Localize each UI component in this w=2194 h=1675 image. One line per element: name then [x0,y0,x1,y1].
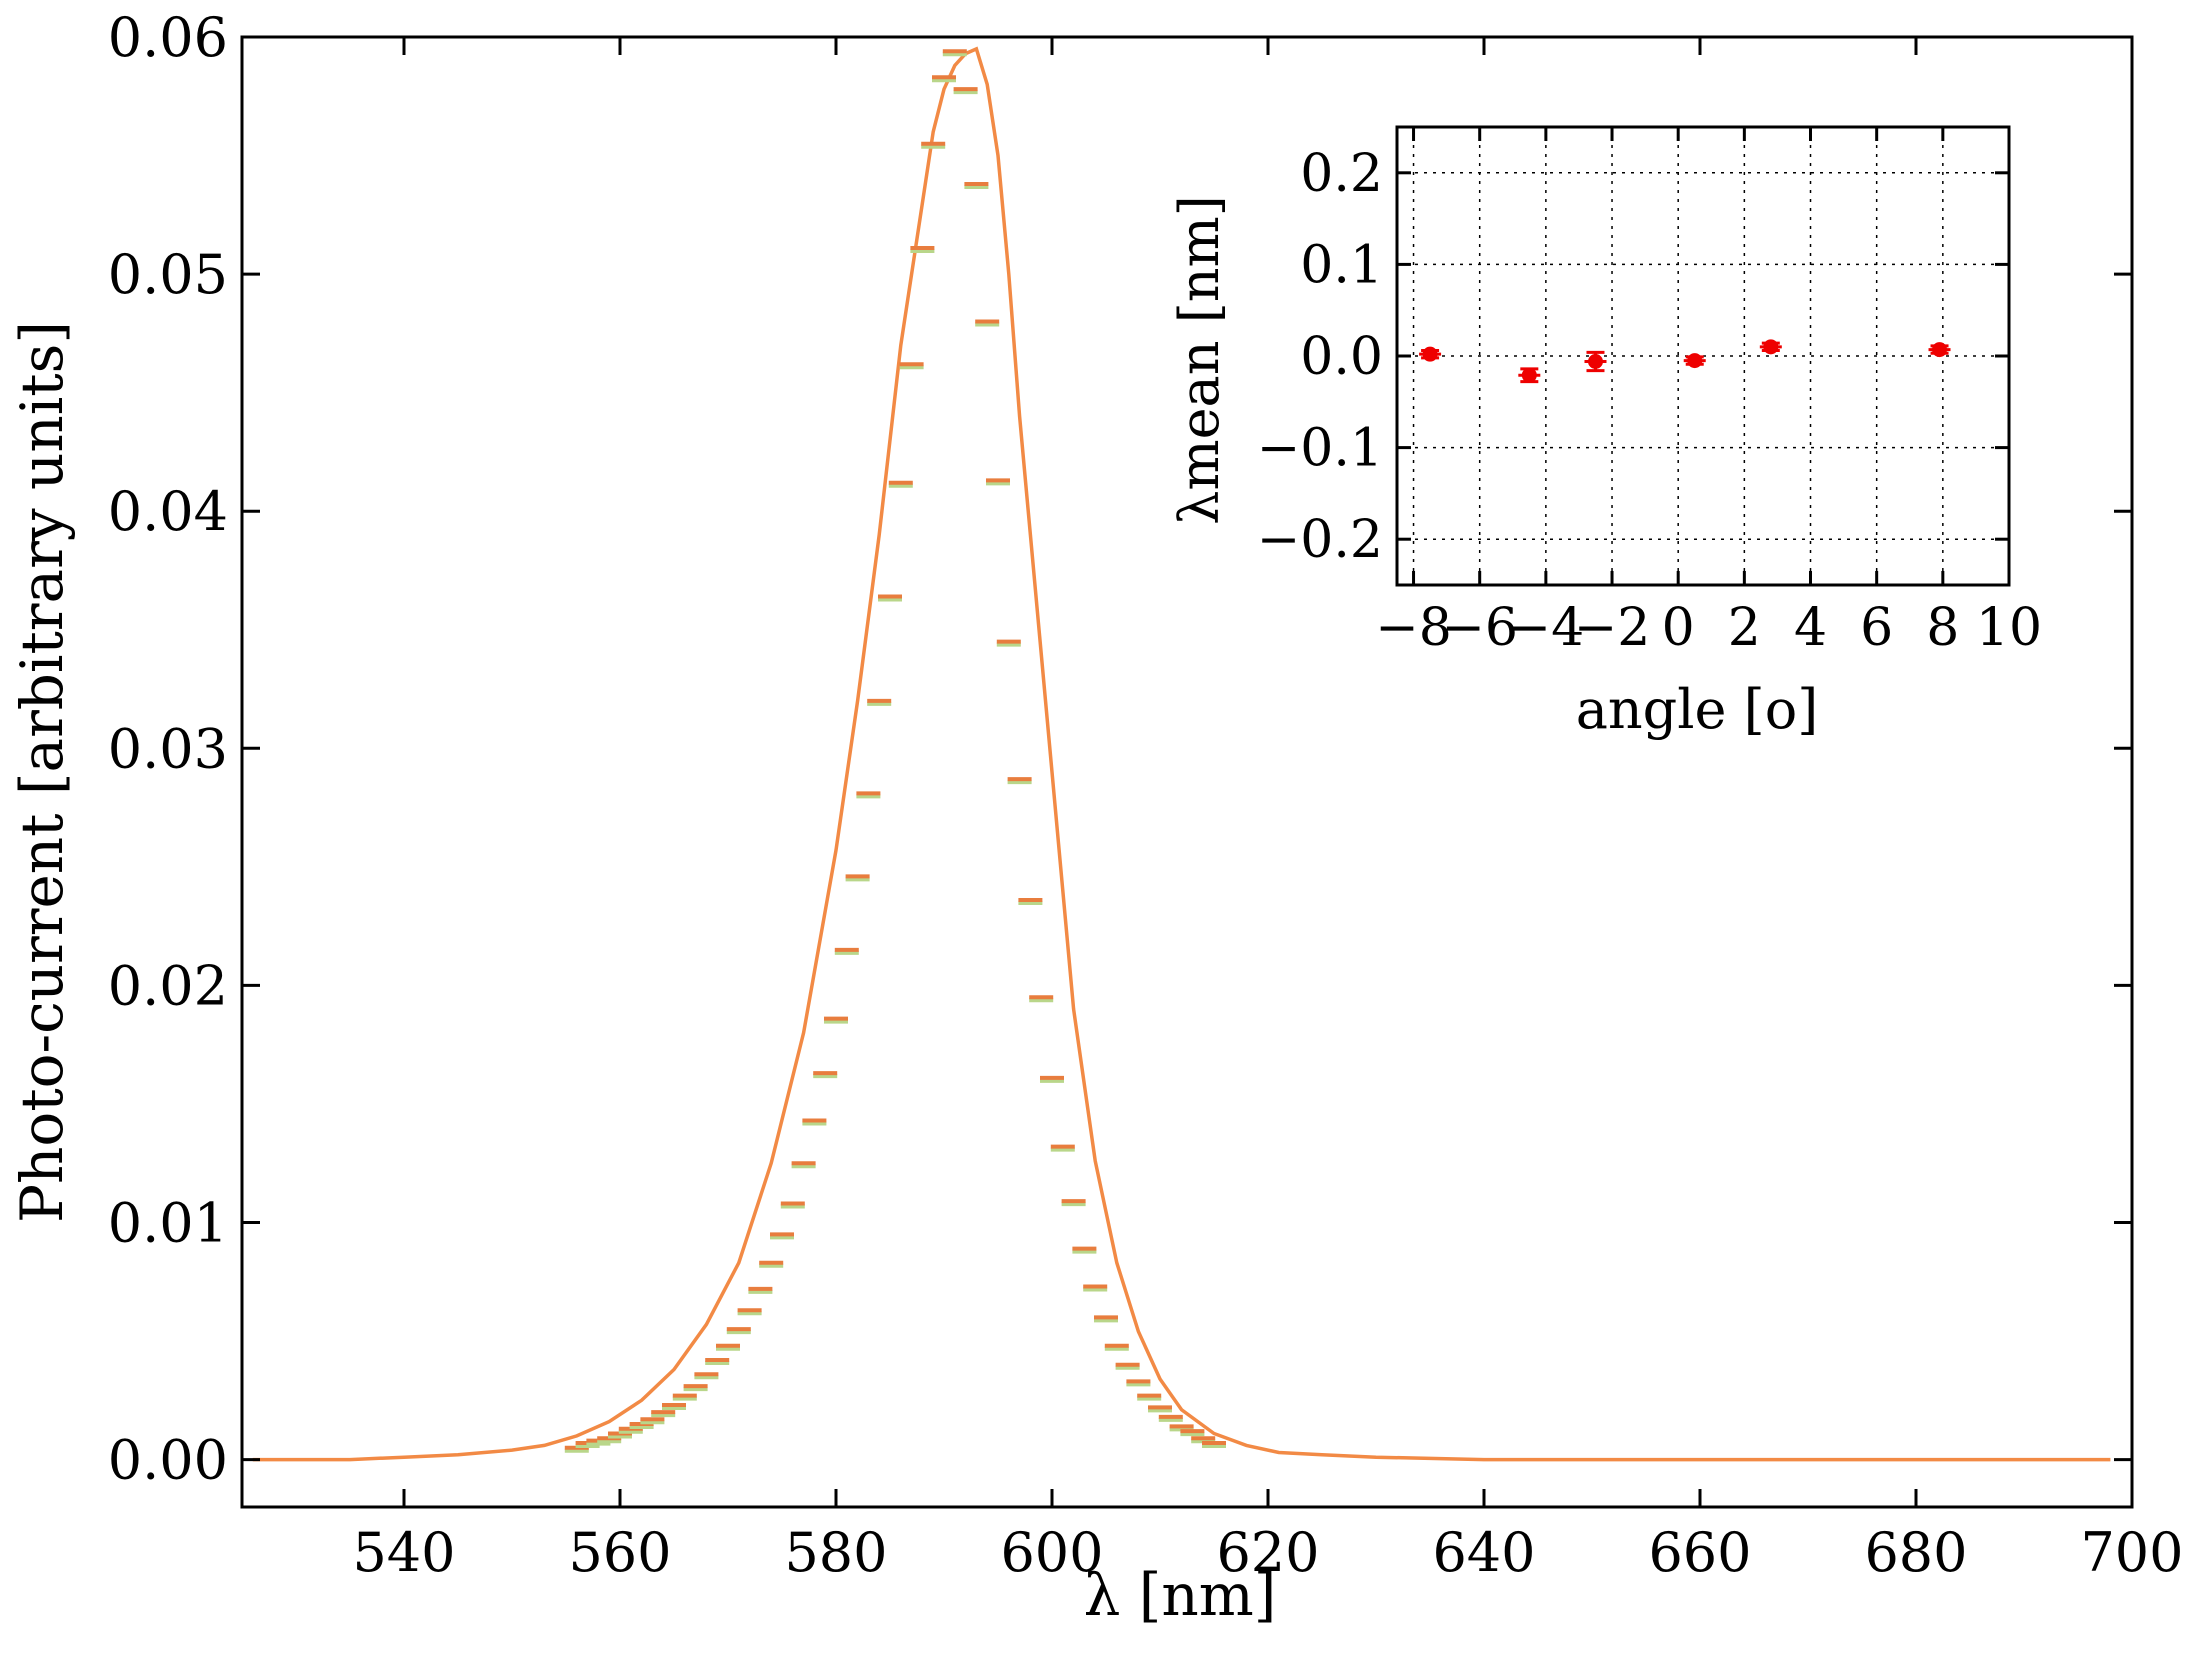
main-y-tick-label: 0.06 [108,6,228,69]
main-x-axis-label: λ [nm] [1084,1561,1277,1629]
inset-x-tick-label: −2 [1574,598,1651,658]
inset-x-tick-label: 8 [1926,598,1959,658]
inset-data-point [1422,346,1438,362]
inset-data-marks [1419,339,1951,384]
main-y-tick-label: 0.02 [108,954,228,1017]
inset-x-tick-label: −6 [1441,598,1518,658]
inset-axis-ticks: −8−6−4−2 0 2 4 6 8 10 −0.2 −0.1 0.0 0.1 0.2 [1257,127,2042,658]
main-y-tick-label: 0.00 [108,1429,228,1492]
inset-x-tick-label: −8 [1375,598,1452,658]
inset-data-point [1932,342,1948,358]
inset-x-tick-label: −4 [1508,598,1585,658]
main-x-tick-label: 640 [1432,1521,1535,1584]
inset-y-tick-label: 0.0 [1300,327,1383,387]
inset-x-axis-label: angle [o] [1576,678,1819,741]
inset-plot-frame [1395,125,2011,587]
inset-data-point [1687,353,1703,369]
inset-y-tick-label: −0.2 [1257,510,1383,570]
main-x-tick-label: 680 [1864,1521,1967,1584]
inset-y-tick-label: 0.1 [1300,235,1383,295]
inset-data-point [1763,339,1779,355]
main-y-axis-label: Photo-current [arbitrary units] [8,321,76,1223]
fit-curve [252,46,2111,1462]
main-x-tick-label: 660 [1648,1521,1751,1584]
main-y-tick-label: 0.04 [108,480,228,543]
inset-x-tick-label: 4 [1794,598,1827,658]
inset-y-tick-label: 0.2 [1300,144,1383,204]
inset-y-tick-label: −0.1 [1257,419,1383,479]
main-x-tick-label: 620 [1216,1521,1319,1584]
inset-x-tick-label: 0 [1662,598,1695,658]
main-x-tick-label: 560 [568,1521,671,1584]
inset-x-tick-label: 10 [1976,598,2042,658]
main-y-tick-label: 0.01 [108,1191,228,1254]
inset-data-point [1587,353,1603,369]
main-x-tick-label: 700 [2080,1521,2183,1584]
main-x-tick-label: 580 [784,1521,887,1584]
inset-data-point [1521,367,1537,383]
main-axis-ticks: 540 560 580 600 620 640 660 680 7000.000.010.020… [108,6,2184,1584]
inset-x-tick-label: 2 [1728,598,1761,658]
main-x-tick-label: 600 [1000,1521,1103,1584]
main-x-tick-label: 540 [352,1521,455,1584]
main-y-tick-label: 0.03 [108,717,228,780]
main-plot: 540 560 580 600 620 640 660 680 7000.000.010.020… [8,6,2184,1629]
main-plot-frame [240,35,2134,1509]
inset-x-tick-label: 6 [1860,598,1893,658]
main-data-marks [252,46,2111,1462]
inset-plot: −8−6−4−2 0 2 4 6 8 10 −0.2 −0.1 0.0 0.1 0.2 angle [… [1168,125,2042,741]
inset-y-axis-label: λmean [nm] [1168,195,1231,525]
main-y-tick-label: 0.05 [108,243,228,306]
